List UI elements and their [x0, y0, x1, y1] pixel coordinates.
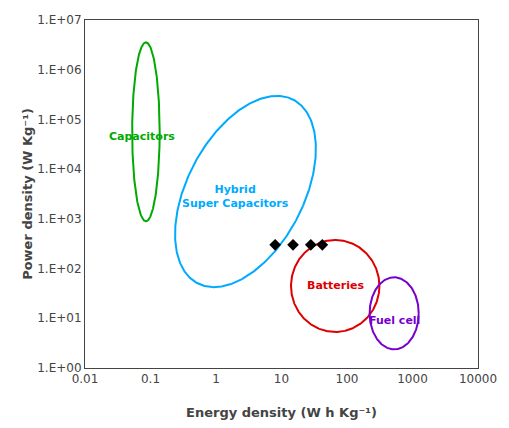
svg-text:1.E+03: 1.E+03: [37, 212, 81, 226]
svg-text:Power density (W Kg⁻¹): Power density (W Kg⁻¹): [20, 108, 35, 280]
svg-text:0.01: 0.01: [72, 372, 99, 386]
svg-text:1.E+07: 1.E+07: [37, 13, 81, 27]
svg-text:Batteries: Batteries: [307, 279, 364, 292]
svg-text:1.E+04: 1.E+04: [37, 162, 81, 176]
svg-text:1.E+02: 1.E+02: [37, 262, 81, 276]
svg-text:100: 100: [336, 372, 359, 386]
svg-text:1.E+01: 1.E+01: [37, 311, 81, 325]
svg-text:1.E+05: 1.E+05: [37, 113, 81, 127]
svg-text:0.1: 0.1: [141, 372, 160, 386]
svg-text:Fuel cell: Fuel cell: [369, 314, 420, 327]
svg-text:1.E+06: 1.E+06: [37, 63, 81, 77]
svg-text:Capacitors: Capacitors: [109, 130, 175, 143]
svg-text:10000: 10000: [459, 372, 497, 386]
svg-text:1: 1: [212, 372, 220, 386]
svg-text:1000: 1000: [397, 372, 428, 386]
svg-text:Energy density (W h Kg⁻¹): Energy density (W h Kg⁻¹): [186, 405, 377, 420]
svg-text:1.E+00: 1.E+00: [37, 361, 81, 375]
svg-text:10: 10: [274, 372, 289, 386]
svg-text:HybridSuper Capacitors: HybridSuper Capacitors: [182, 183, 289, 210]
